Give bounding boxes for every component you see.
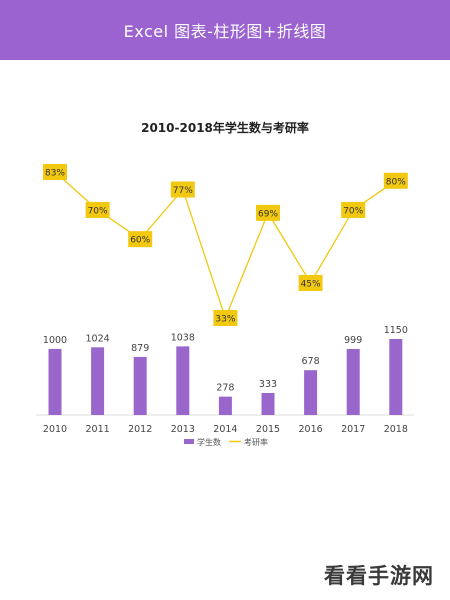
legend-bar-swatch (184, 439, 194, 444)
bar-value-label: 678 (302, 356, 320, 367)
x-tick-label: 2017 (341, 424, 365, 435)
bar-2015 (261, 392, 275, 415)
header-title: Excel 图表-柱形图+折线图 (123, 22, 327, 41)
bar-2017 (346, 348, 360, 415)
bar-2012 (133, 356, 147, 415)
bar-2010 (48, 348, 62, 415)
bar-value-label: 999 (344, 335, 362, 346)
rate-label-box (43, 164, 67, 180)
rate-label: 83% (45, 169, 65, 179)
bar-value-label: 1000 (43, 335, 67, 346)
x-tick-label: 2011 (86, 424, 110, 435)
bar-value-label: 879 (131, 343, 149, 354)
rate-label-box (170, 181, 195, 198)
chart-title: 2010-2018年学生数与考研率 (141, 121, 309, 135)
page-header: Excel 图表-柱形图+折线图 (0, 0, 450, 60)
bar-value-label: 333 (259, 379, 277, 390)
rate-label-box (256, 204, 280, 221)
rate-label: 45% (301, 279, 321, 289)
bar-value-label: 1150 (384, 325, 408, 336)
bar-2018 (389, 339, 403, 415)
rate-label-box (128, 231, 153, 248)
bar-2016 (304, 370, 318, 415)
watermark: 看看手游网 (324, 564, 434, 588)
rate-label-box (298, 274, 323, 291)
bar-2013 (176, 346, 190, 415)
x-tick-label: 2013 (171, 424, 195, 435)
x-tick-label: 2015 (256, 424, 280, 435)
legend-bar-label: 学生数 (197, 437, 221, 447)
x-tick-label: 2018 (384, 424, 408, 435)
legend-line-label: 考研率 (244, 437, 268, 447)
rate-label: 33% (215, 315, 235, 325)
x-tick-label: 2016 (299, 424, 323, 435)
x-tick-label: 2010 (43, 424, 67, 435)
x-tick-label: 2014 (213, 424, 237, 435)
rate-label-box (383, 172, 408, 189)
bar-value-label: 1024 (86, 333, 110, 344)
bar-value-label: 278 (216, 383, 234, 394)
bar-value-label: 1038 (171, 332, 195, 343)
rate-label: 60% (130, 236, 150, 246)
bar-2011 (91, 347, 105, 415)
rate-label-box (213, 310, 238, 326)
rate-label: 69% (258, 209, 278, 219)
rate-label: 80% (386, 177, 406, 187)
x-tick-label: 2012 (128, 424, 152, 435)
rate-label: 70% (343, 206, 363, 216)
bar-2014 (218, 396, 232, 415)
rate-label-box (85, 201, 110, 218)
rate-line (54, 171, 397, 319)
rate-label: 70% (88, 206, 108, 216)
rate-label: 77% (173, 186, 193, 196)
rate-label-box (341, 201, 366, 218)
